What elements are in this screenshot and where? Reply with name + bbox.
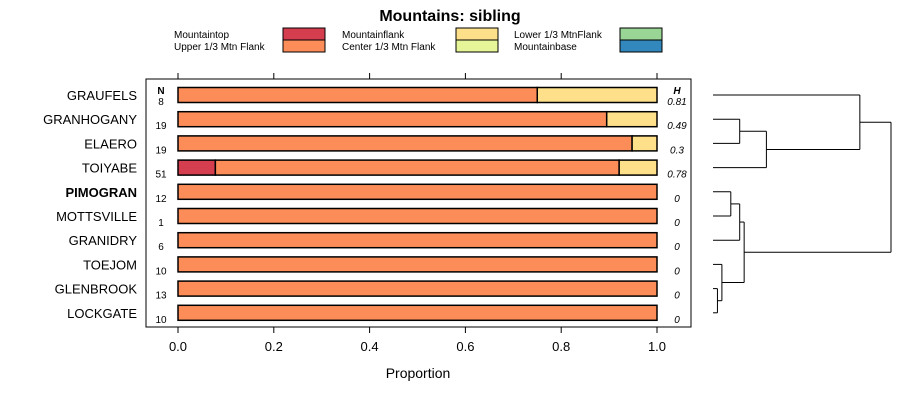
row-n-value: 51 <box>155 170 167 181</box>
bar-rows: GRAUFELS 8 0.81 GRANHOGANY 19 0.49 ELAERO 19 0.3… <box>43 86 687 326</box>
row-h-value: 0 <box>674 242 680 253</box>
bar-segment-upper-1-3-mtn-flank <box>177 231 658 249</box>
legend-label-lower-1-3-mtnflank: Lower 1/3 MtnFlank <box>514 30 603 41</box>
legend-label-upper-1-3-mtn-flank: Upper 1/3 Mtn Flank <box>174 42 266 53</box>
bar-segment-mountainflank <box>536 86 658 104</box>
legend-swatch-mountainbase <box>619 39 663 53</box>
legend-label-mountainbase: Mountainbase <box>514 42 577 53</box>
bar-segment-mountainflank <box>631 135 658 152</box>
row-label: ELAERO <box>84 136 137 151</box>
x-tick-label: 0.4 <box>361 339 379 354</box>
row-h-value: 0 <box>674 194 680 205</box>
row-n-value: 10 <box>155 266 167 277</box>
chart-title: Mountains: sibling <box>379 8 520 25</box>
x-tick-label: 0.0 <box>169 339 187 354</box>
x-tick-label: 0.2 <box>265 339 283 354</box>
row-h-value: 0 <box>674 291 680 302</box>
x-axis-label: Proportion <box>386 365 451 381</box>
row-n-value: 12 <box>155 194 167 205</box>
row-label: TOIYABE <box>82 161 137 176</box>
bar-segment-upper-1-3-mtn-flank <box>214 159 620 176</box>
legend-label-mountaintop: Mountaintop <box>174 30 229 41</box>
bar-segment-mountainflank <box>605 110 658 128</box>
x-axis: 0.0 0.2 0.4 0.6 0.8 1.0 <box>169 73 666 354</box>
row-h-value: 0 <box>674 266 680 277</box>
legend-label-center-1-3-mtn-flank: Center 1/3 Mtn Flank <box>342 42 436 53</box>
row-n-value: 8 <box>158 97 164 108</box>
bar-segment-upper-1-3-mtn-flank <box>177 280 658 297</box>
n-header: N <box>157 86 164 97</box>
legend-swatch-lower-1-3-mtnflank <box>619 27 663 41</box>
legend-label-mountainflank: Mountainflank <box>342 30 405 41</box>
row-label: PIMOGRAN <box>66 185 138 200</box>
row-h-value: 0.78 <box>667 170 687 181</box>
plot-frame <box>145 78 692 328</box>
legend-swatch-upper-1-3-mtn-flank <box>282 39 326 53</box>
bar-segment-mountaintop <box>177 159 217 176</box>
row-label: GRANIDRY <box>69 233 138 248</box>
bar-segment-mountainflank <box>618 159 658 176</box>
legend-swatch-center-1-3-mtn-flank <box>455 39 499 53</box>
bar-segment-upper-1-3-mtn-flank <box>177 86 538 104</box>
bar-segment-upper-1-3-mtn-flank <box>177 183 658 201</box>
row-label: TOEJOM <box>83 257 137 272</box>
row-label: GLENBROOK <box>55 282 138 297</box>
row-n-value: 19 <box>155 145 167 156</box>
x-tick-label: 0.6 <box>456 339 474 354</box>
row-n-value: 6 <box>158 242 164 253</box>
bar-segment-upper-1-3-mtn-flank <box>177 304 658 322</box>
row-n-value: 13 <box>155 291 167 302</box>
legend-swatch-mountainflank <box>455 27 499 41</box>
bar-segment-upper-1-3-mtn-flank <box>177 207 658 225</box>
x-tick-label: 0.8 <box>552 339 570 354</box>
row-h-value: 0 <box>674 218 680 229</box>
row-h-value: 0.81 <box>667 97 686 108</box>
row-n-value: 10 <box>155 315 167 326</box>
bar-segment-upper-1-3-mtn-flank <box>177 256 658 273</box>
row-h-value: 0.49 <box>667 121 687 132</box>
row-label: LOCKGATE <box>67 306 137 321</box>
dendrogram <box>713 94 892 314</box>
bar-segment-upper-1-3-mtn-flank <box>177 135 633 152</box>
bar-segment-upper-1-3-mtn-flank <box>177 110 608 128</box>
row-h-value: 0 <box>674 315 680 326</box>
row-n-value: 19 <box>155 121 167 132</box>
row-label: GRANHOGANY <box>43 112 137 127</box>
x-tick-label: 1.0 <box>648 339 666 354</box>
row-h-value: 0.3 <box>670 145 684 156</box>
row-label: MOTTSVILLE <box>56 209 137 224</box>
row-n-value: 1 <box>158 218 164 229</box>
legend-swatch-mountaintop <box>282 27 326 41</box>
h-header: H <box>673 86 681 97</box>
row-label: GRAUFELS <box>67 88 137 103</box>
